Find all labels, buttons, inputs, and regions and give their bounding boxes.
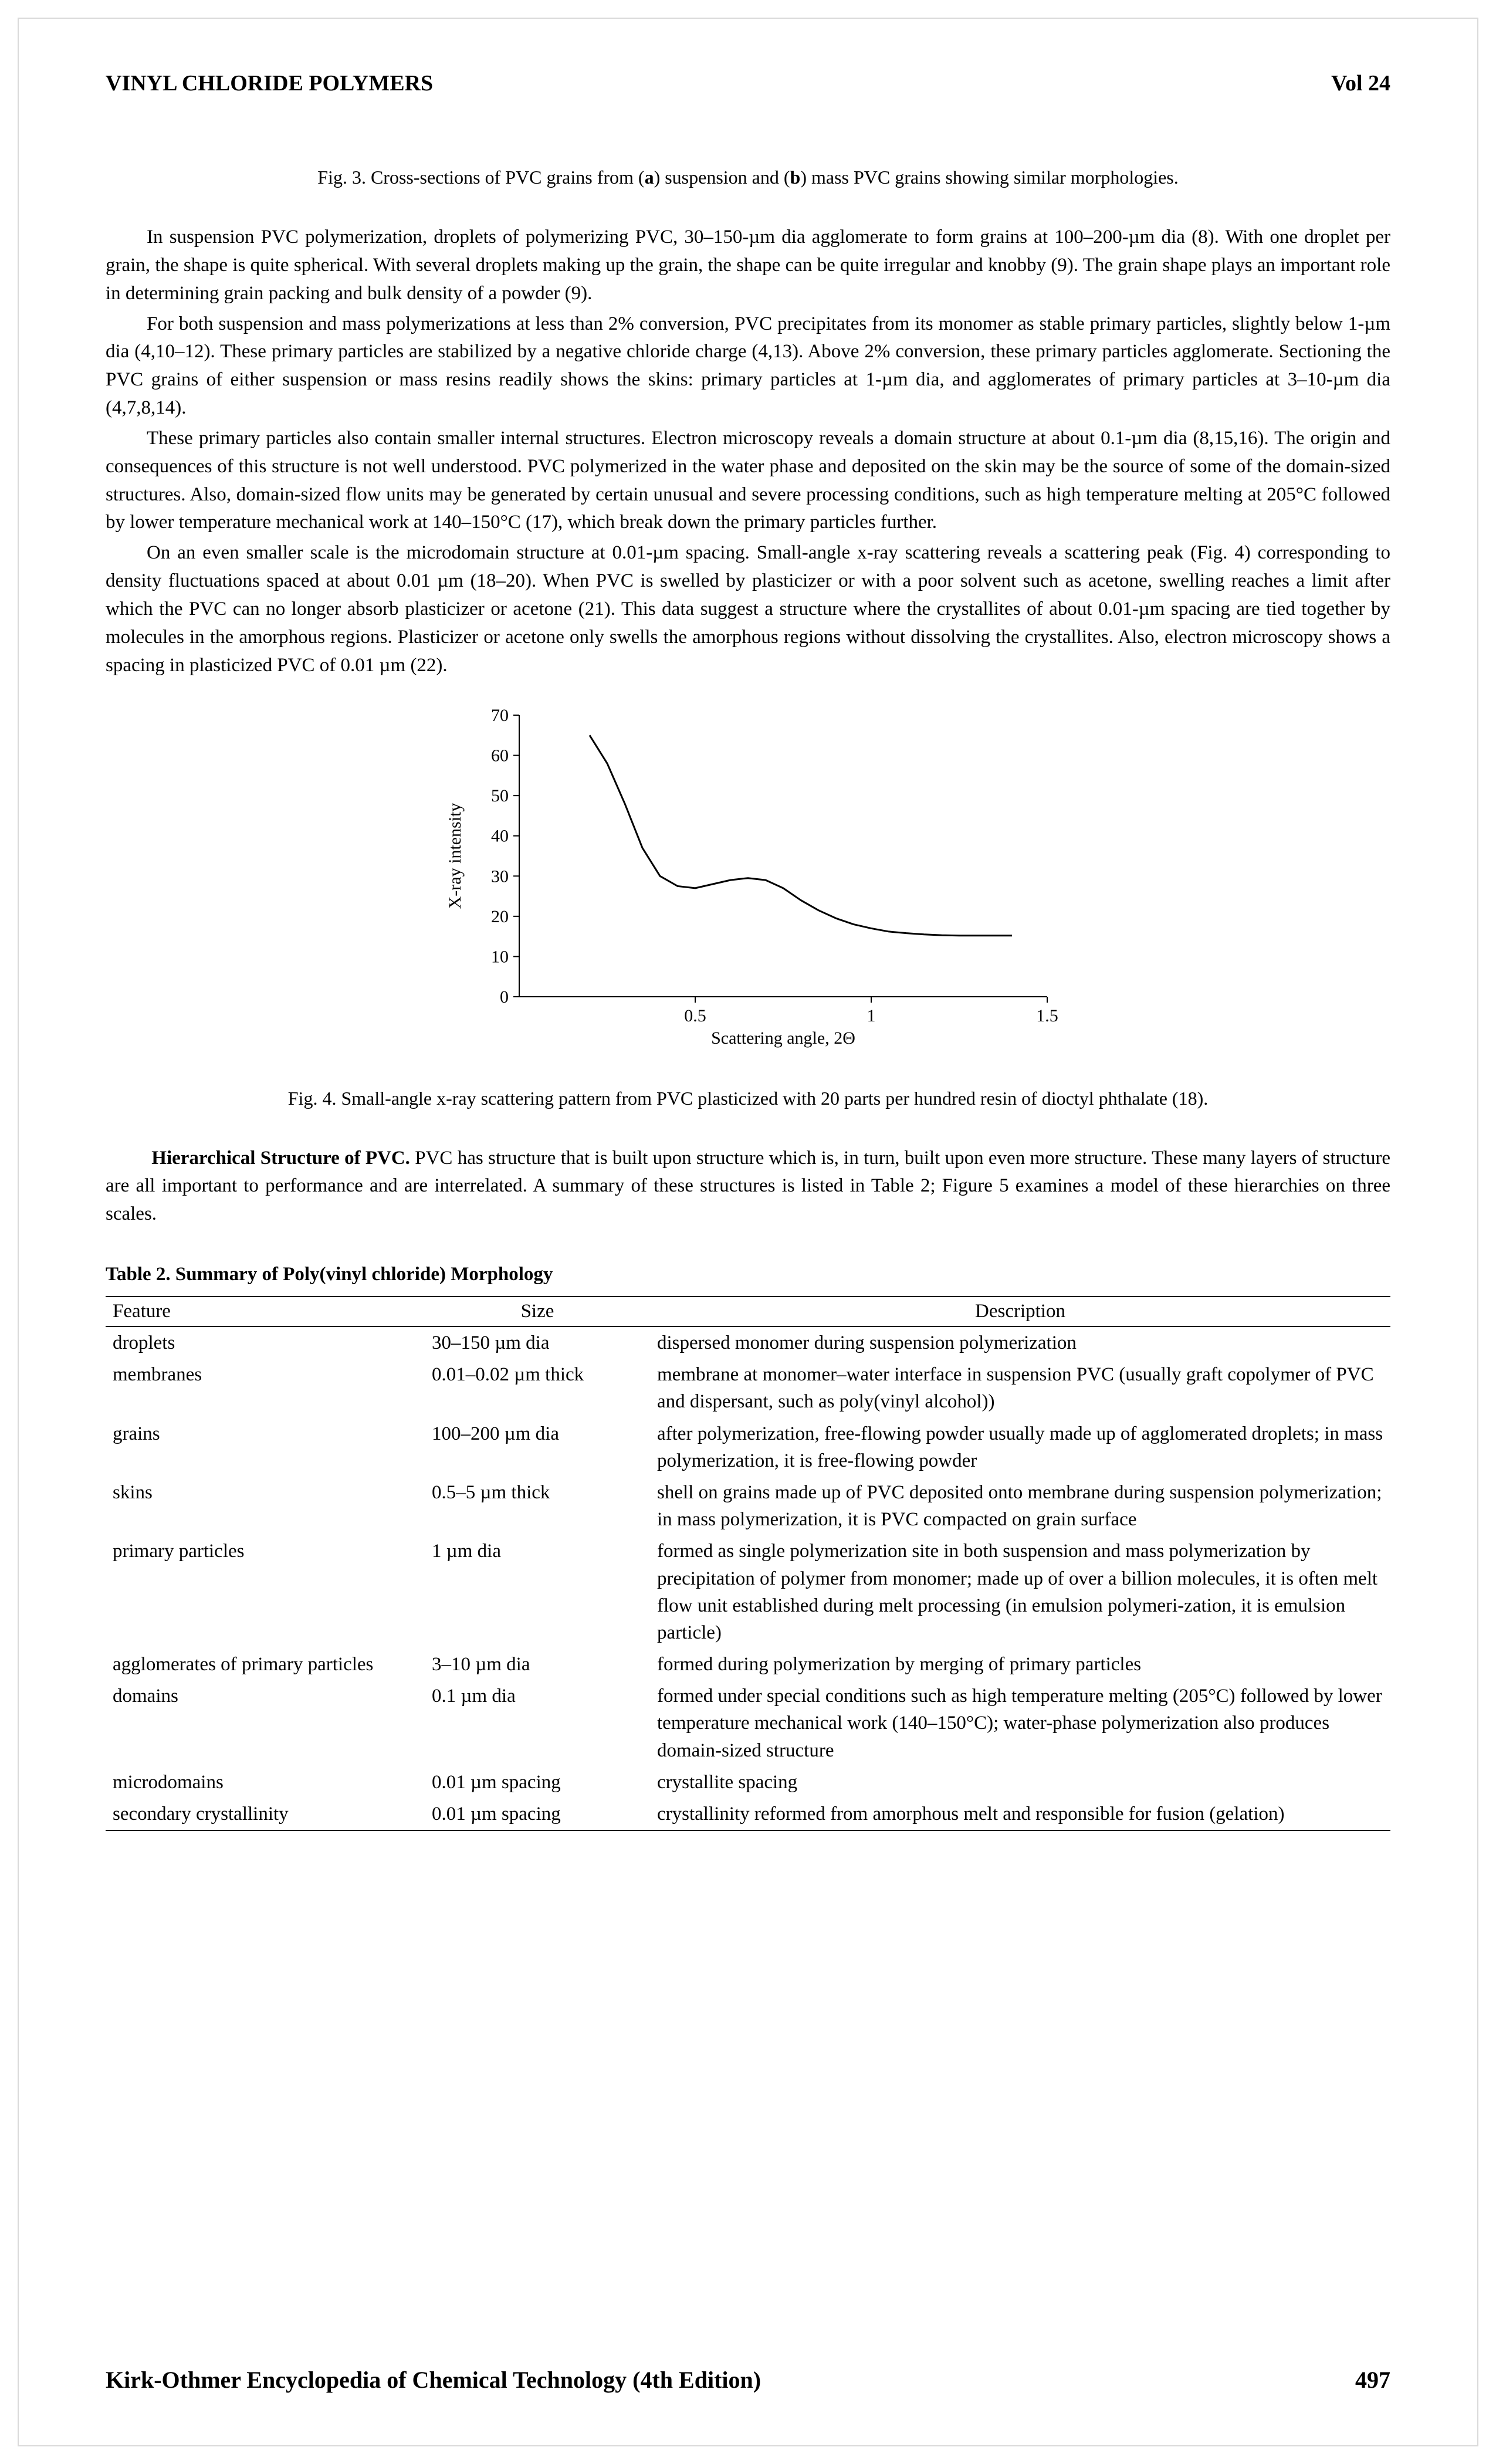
svg-text:1: 1 (867, 1006, 876, 1025)
table-cell: secondary crystallinity (106, 1798, 425, 1830)
svg-text:1.5: 1.5 (1036, 1006, 1058, 1025)
svg-text:20: 20 (491, 906, 509, 926)
table-row: droplets30–150 µm diadispersed monomer d… (106, 1326, 1390, 1359)
table-row: primary particles1 µm diaformed as singl… (106, 1535, 1390, 1649)
body-paragraph: For both suspension and mass polymerizat… (106, 310, 1390, 422)
table-row: membranes0.01–0.02 µm thickmembrane at m… (106, 1359, 1390, 1417)
table-cell: domains (106, 1680, 425, 1766)
table-cell: 0.01 µm spacing (425, 1798, 650, 1830)
table-cell: 0.01–0.02 µm thick (425, 1359, 650, 1417)
table-row: skins0.5–5 µm thickshell on grains made … (106, 1477, 1390, 1535)
table-cell: crystallinity reformed from amorphous me… (650, 1798, 1390, 1830)
svg-text:Scattering angle, 2Θ: Scattering angle, 2Θ (711, 1028, 855, 1048)
table-cell: membrane at monomer–water interface in s… (650, 1359, 1390, 1417)
table-cell: droplets (106, 1326, 425, 1359)
xray-chart: 0 10 20 30 40 50 60 70 0.5 1 1.5 Scattering angle, … (425, 703, 1071, 1070)
table-col-header: Size (425, 1297, 650, 1326)
body-paragraph: On an even smaller scale is the microdom… (106, 539, 1390, 679)
table-cell: 1 µm dia (425, 1535, 650, 1649)
table-cell: 0.01 µm spacing (425, 1766, 650, 1798)
table2: FeatureSizeDescription droplets30–150 µm… (106, 1296, 1390, 1831)
table-cell: dispersed monomer during suspension poly… (650, 1326, 1390, 1359)
header-vol: Vol 24 (1331, 70, 1390, 96)
fig4-caption: Fig. 4. Small-angle x-ray scattering pat… (106, 1088, 1390, 1109)
footer-page: 497 (1355, 2366, 1390, 2394)
svg-text:30: 30 (491, 867, 509, 886)
table-cell: 100–200 µm dia (425, 1418, 650, 1477)
page-header: VINYL CHLORIDE POLYMERS Vol 24 (106, 70, 1390, 96)
table-cell: 0.1 µm dia (425, 1680, 650, 1766)
footer-source: Kirk-Othmer Encyclopedia of Chemical Tec… (106, 2366, 761, 2394)
table-cell: formed under special conditions such as … (650, 1680, 1390, 1766)
table-row: microdomains0.01 µm spacingcrystallite s… (106, 1766, 1390, 1798)
table-row: grains100–200 µm diaafter polymerization… (106, 1418, 1390, 1477)
svg-text:70: 70 (491, 706, 509, 725)
table-row: domains0.1 µm diaformed under special co… (106, 1680, 1390, 1766)
table-col-header: Feature (106, 1297, 425, 1326)
svg-text:10: 10 (491, 947, 509, 966)
table-cell: 3–10 µm dia (425, 1649, 650, 1680)
section-run-in: Hierarchical Structure of PVC. (151, 1148, 410, 1169)
table-cell: skins (106, 1477, 425, 1535)
body-paragraph: These primary particles also contain sma… (106, 425, 1390, 537)
table-col-header: Description (650, 1297, 1390, 1326)
body-paragraph: In suspension PVC polymerization, drople… (106, 224, 1390, 308)
table-cell: formed during polymerization by merging … (650, 1649, 1390, 1680)
table-cell: formed as single polymerization site in … (650, 1535, 1390, 1649)
svg-text:X-ray intensity: X-ray intensity (445, 803, 465, 909)
svg-text:60: 60 (491, 746, 509, 765)
table-cell: grains (106, 1418, 425, 1477)
header-title: VINYL CHLORIDE POLYMERS (106, 70, 433, 96)
table-cell: 30–150 µm dia (425, 1326, 650, 1359)
fig3-caption: Fig. 3. Cross-sections of PVC grains fro… (106, 167, 1390, 188)
svg-text:0.5: 0.5 (684, 1006, 706, 1025)
table-row: secondary crystallinity0.01 µm spacingcr… (106, 1798, 1390, 1830)
body-text: In suspension PVC polymerization, drople… (106, 224, 1390, 680)
table-cell: primary particles (106, 1535, 425, 1649)
table-cell: agglomerates of primary particles (106, 1649, 425, 1680)
svg-text:40: 40 (491, 826, 509, 845)
table-cell: 0.5–5 µm thick (425, 1477, 650, 1535)
table-cell: crystallite spacing (650, 1766, 1390, 1798)
page-footer: Kirk-Othmer Encyclopedia of Chemical Tec… (106, 2366, 1390, 2394)
svg-text:50: 50 (491, 786, 509, 805)
table-cell: membranes (106, 1359, 425, 1417)
table-cell: microdomains (106, 1766, 425, 1798)
table-cell: shell on grains made up of PVC deposited… (650, 1477, 1390, 1535)
table-row: agglomerates of primary particles3–10 µm… (106, 1649, 1390, 1680)
svg-text:0: 0 (500, 987, 509, 1007)
table2-title: Table 2. Summary of Poly(vinyl chloride)… (106, 1264, 1390, 1285)
section-hierarchical: Hierarchical Structure of PVC. PVC has s… (106, 1145, 1390, 1229)
table-cell: after polymerization, free-flowing powde… (650, 1418, 1390, 1477)
